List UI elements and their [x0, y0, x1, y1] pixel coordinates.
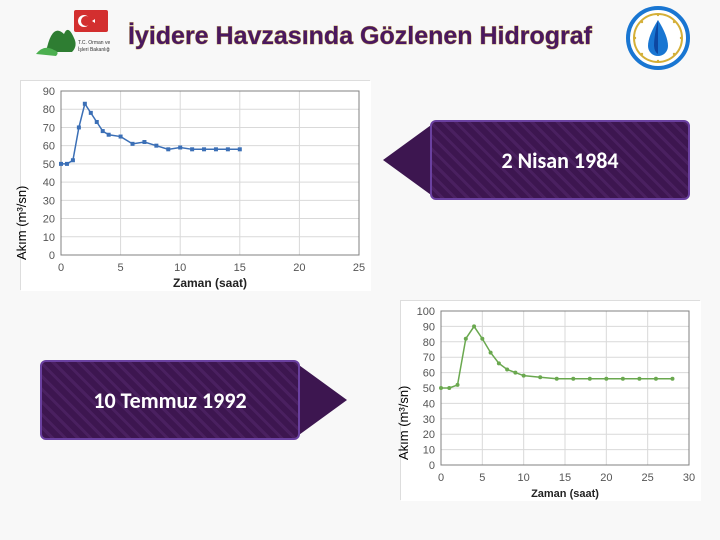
svg-text:0: 0 — [49, 250, 55, 262]
svg-text:20: 20 — [600, 472, 612, 484]
hydrograph-chart-1992: 0 10 20 30 40 50 60 70 80 90 100 0 5 10 15 20 25 30 Zaman … — [400, 300, 700, 500]
svg-text:100: 100 — [417, 306, 435, 318]
water-mgmt-logo — [626, 6, 690, 70]
svg-text:80: 80 — [43, 104, 55, 116]
svg-text:5: 5 — [118, 262, 124, 274]
svg-text:10: 10 — [518, 472, 530, 484]
callout-1984: 2 Nisan 1984 — [383, 120, 690, 200]
callout-1984-text: 2 Nisan 1984 — [501, 147, 618, 174]
svg-text:0: 0 — [58, 262, 64, 274]
svg-text:10: 10 — [423, 445, 435, 457]
svg-text:25: 25 — [353, 262, 365, 274]
svg-text:60: 60 — [423, 368, 435, 380]
hydrograph-chart-1984: 0 10 20 30 40 50 60 70 80 90 0 5 10 15 20 25 Zaman (saat… — [20, 80, 370, 290]
svg-text:İyidere Havzasında Gözlenen Hi: İyidere Havzasında Gözlenen Hidrograf — [128, 22, 593, 50]
svg-text:15: 15 — [559, 472, 571, 484]
svg-text:25: 25 — [642, 472, 654, 484]
svg-text:20: 20 — [423, 429, 435, 441]
svg-text:5: 5 — [479, 472, 485, 484]
page-title: İyidere Havzasında Gözlenen Hidrograf — [90, 16, 630, 63]
chart1-y-label: Akım (m³/sn) — [14, 186, 29, 260]
svg-text:90: 90 — [43, 86, 55, 98]
svg-text:İşleri Bakanlığı: İşleri Bakanlığı — [78, 46, 110, 53]
svg-text:60: 60 — [43, 141, 55, 153]
svg-text:0: 0 — [438, 472, 444, 484]
svg-text:30: 30 — [683, 472, 695, 484]
svg-text:40: 40 — [423, 398, 435, 410]
chart2-y-label: Akım (m³/sn) — [396, 386, 411, 460]
svg-text:50: 50 — [423, 383, 435, 395]
svg-text:90: 90 — [423, 321, 435, 333]
svg-text:10: 10 — [174, 262, 186, 274]
callout-1992-text: 10 Temmuz 1992 — [93, 387, 246, 414]
header: T.C. Orman ve Su İşleri Bakanlığı İyider… — [0, 4, 720, 74]
svg-text:20: 20 — [293, 262, 305, 274]
svg-text:T.C. Orman ve Su: T.C. Orman ve Su — [78, 40, 110, 46]
svg-text:30: 30 — [423, 414, 435, 426]
svg-text:30: 30 — [43, 195, 55, 207]
svg-text:80: 80 — [423, 337, 435, 349]
svg-text:Zaman (saat): Zaman (saat) — [531, 488, 599, 500]
callout-1992-box: 10 Temmuz 1992 — [40, 360, 300, 440]
svg-text:Zaman (saat): Zaman (saat) — [173, 276, 247, 290]
svg-text:0: 0 — [429, 460, 435, 472]
svg-text:15: 15 — [234, 262, 246, 274]
svg-text:40: 40 — [43, 177, 55, 189]
callout-1992: 10 Temmuz 1992 — [40, 360, 347, 440]
svg-text:50: 50 — [43, 159, 55, 171]
callout-1984-box: 2 Nisan 1984 — [430, 120, 690, 200]
svg-text:70: 70 — [43, 122, 55, 134]
svg-text:10: 10 — [43, 232, 55, 244]
arrow-right-icon — [292, 360, 347, 440]
ministry-logo: T.C. Orman ve Su İşleri Bakanlığı — [30, 4, 110, 64]
svg-text:20: 20 — [43, 214, 55, 226]
svg-text:70: 70 — [423, 352, 435, 364]
